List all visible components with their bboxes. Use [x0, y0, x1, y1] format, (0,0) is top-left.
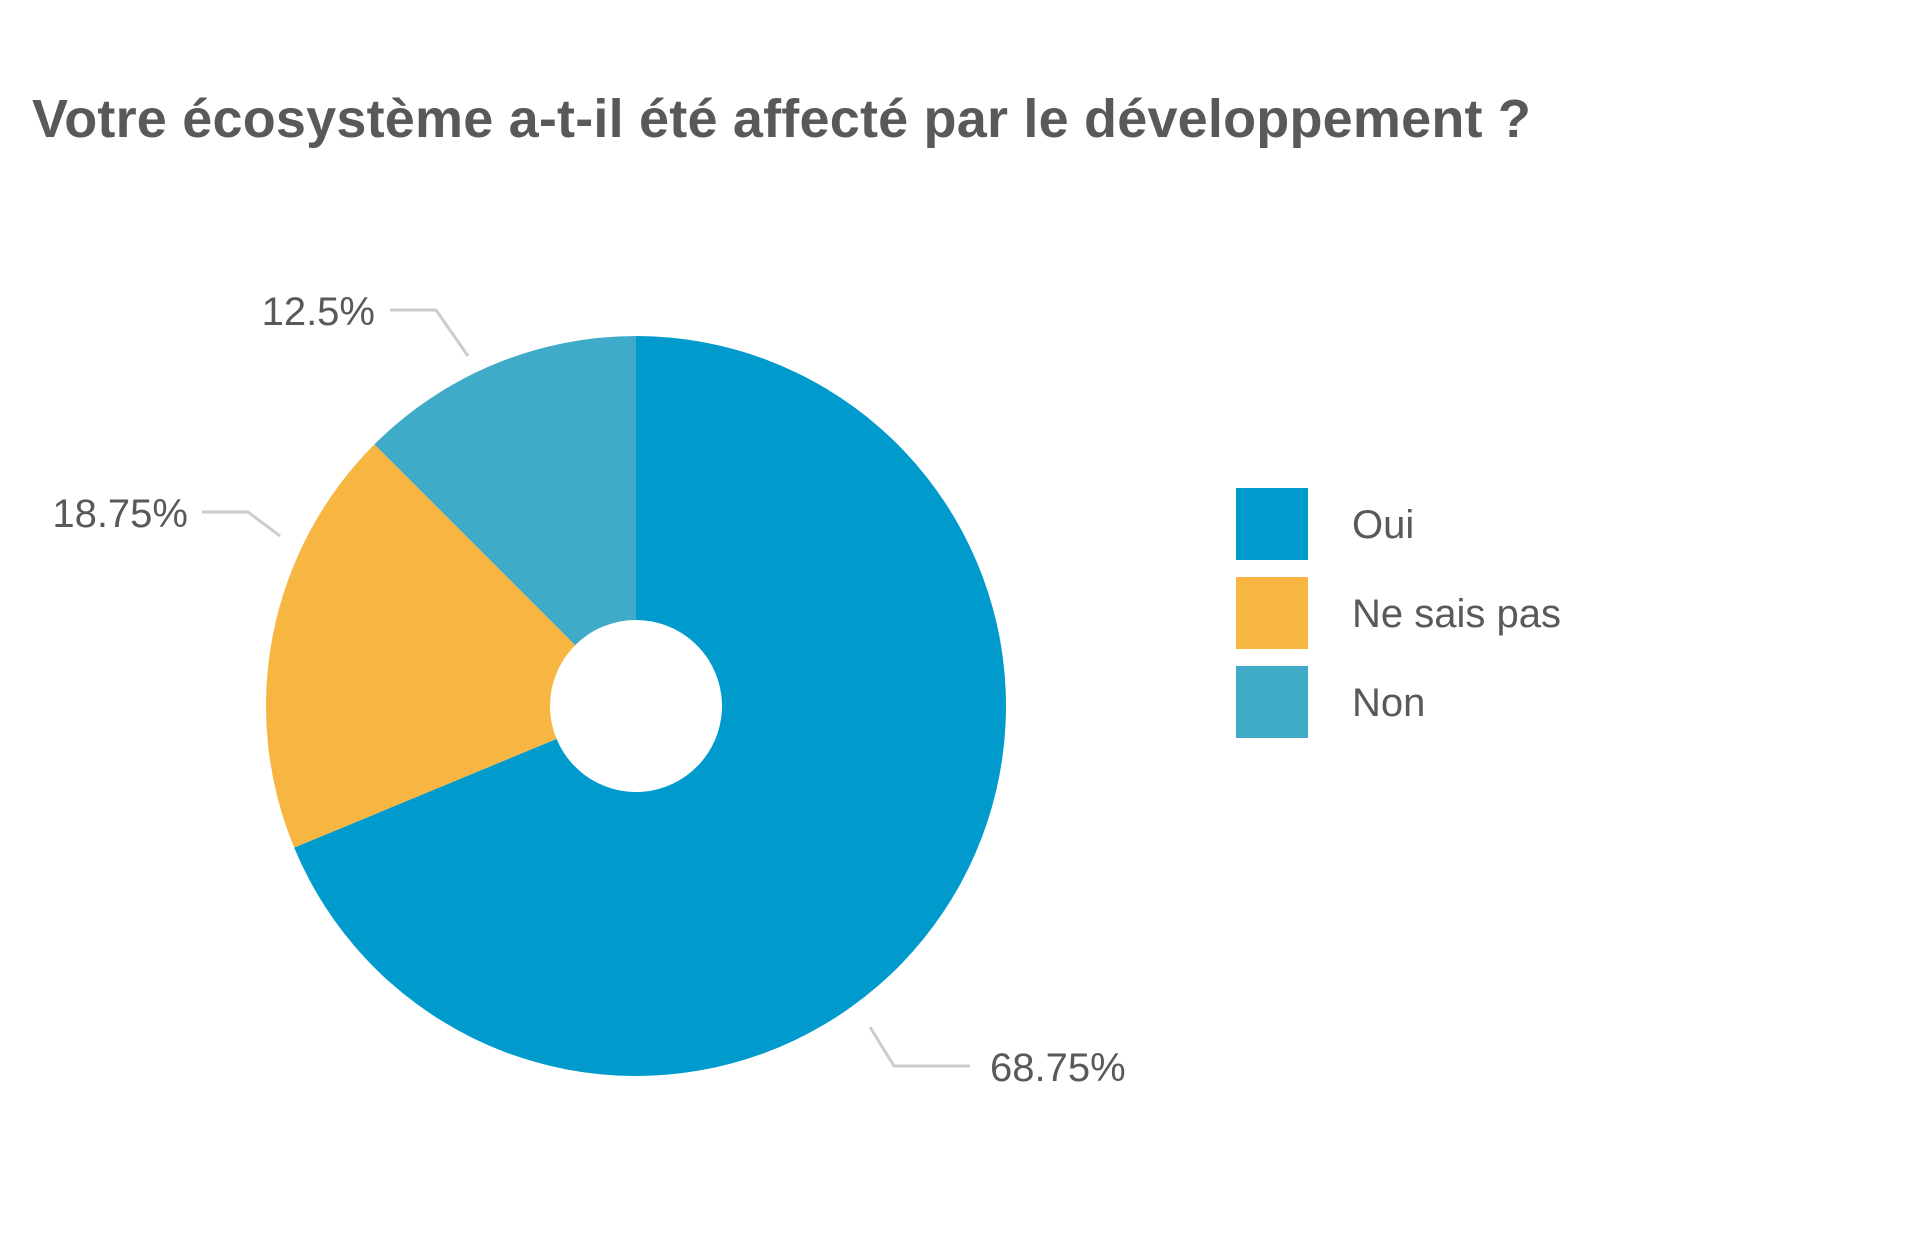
legend-label-non: Non [1352, 681, 1425, 725]
pie-slices [265, 336, 1007, 1076]
legend-label-oui: Oui [1352, 503, 1414, 547]
pie-slice-ne-sais-pas [265, 444, 576, 848]
leader-lines [202, 308, 970, 1068]
leader-line-non [390, 308, 470, 357]
chart-title: Votre écosystème a-t-il été affecté par … [32, 89, 1532, 149]
data-labels: 68.75% 18.75% 12.5% [52, 290, 1125, 1090]
leader-line-oui [868, 1026, 970, 1068]
pie-slice-oui [294, 336, 1007, 1076]
legend-item-oui: Oui [1236, 488, 1414, 560]
legend: Oui Ne sais pas Non [1236, 488, 1561, 738]
legend-item-non: Non [1236, 666, 1425, 738]
legend-swatch-ne-sais-pas [1236, 577, 1308, 649]
leader-line-ne-sais-pas [202, 510, 281, 538]
data-label-oui: 68.75% [990, 1046, 1126, 1090]
legend-swatch-non [1236, 666, 1308, 738]
data-label-non: 12.5% [262, 290, 375, 334]
legend-label-ne-sais-pas: Ne sais pas [1352, 592, 1561, 636]
data-label-ne-sais-pas: 18.75% [52, 492, 188, 536]
legend-item-ne-sais-pas: Ne sais pas [1236, 577, 1561, 649]
legend-swatch-oui [1236, 488, 1308, 560]
pie-slice-non [374, 336, 636, 646]
